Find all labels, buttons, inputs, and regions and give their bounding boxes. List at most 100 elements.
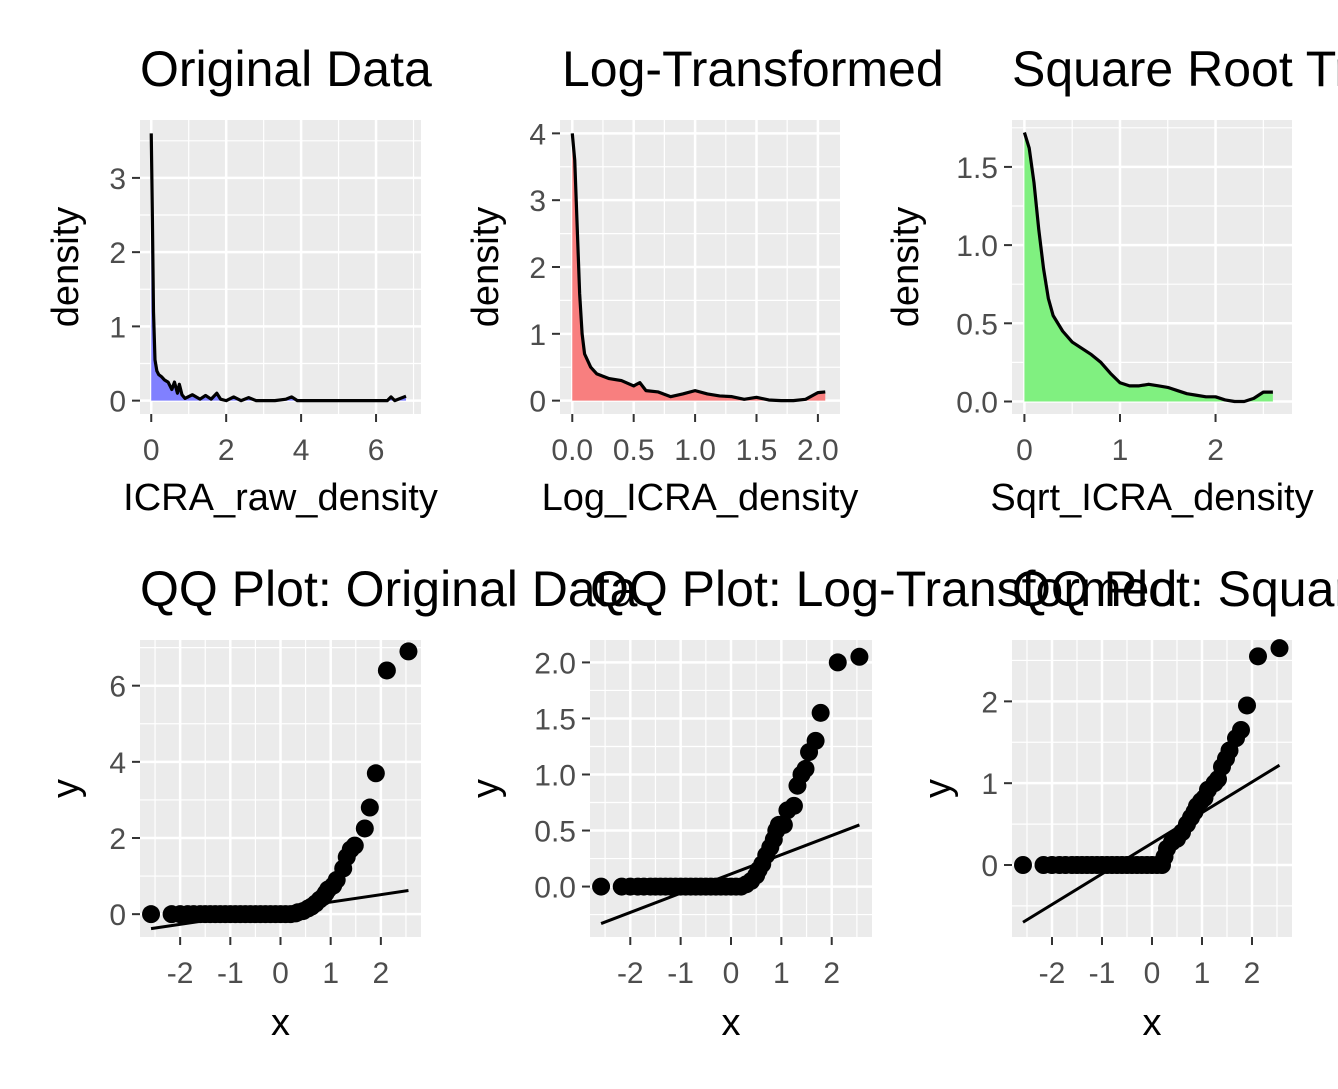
x-tick-label: 0.5	[613, 434, 655, 467]
x-tick-label: 2.0	[797, 434, 839, 467]
qq-point	[1249, 647, 1267, 666]
qq-point	[592, 877, 611, 896]
x-tick-label: 2	[1207, 434, 1224, 467]
qq-point	[774, 815, 793, 834]
panel-title: Original Data	[140, 41, 432, 97]
x-tick-label: 2	[218, 434, 235, 467]
qq-point	[1238, 696, 1256, 715]
qq-point	[1270, 639, 1289, 658]
y-tick-label: 0	[529, 386, 546, 419]
y-tick-label: 6	[109, 671, 126, 704]
x-tick-label: -1	[1089, 957, 1116, 990]
x-tick-label: 1	[322, 957, 339, 990]
qq-point	[142, 905, 161, 924]
density-line	[1022, 132, 1273, 404]
x-tick-label: 0.0	[551, 434, 593, 467]
x-tick-label: -1	[217, 957, 244, 990]
x-tick-label: 2	[1244, 957, 1261, 990]
qq-reference-line	[600, 823, 860, 925]
qq-point	[784, 796, 803, 815]
panel-original-density: 0 2 4 6 0 1 2 3 ICRA_raw_density density Original …	[45, 41, 438, 519]
qq-point	[850, 647, 869, 666]
qq-point	[377, 661, 396, 680]
panel-title: QQ Plot: Square Root Transformed	[1012, 561, 1338, 617]
y-tick-label: 0	[981, 850, 998, 883]
density-line	[570, 133, 826, 403]
y-tick-label: 0.5	[956, 308, 998, 341]
y-tick-label: 4	[529, 118, 546, 151]
y-tick-label: 0.0	[956, 386, 998, 419]
x-tick-label: 2	[373, 957, 390, 990]
qq-point	[345, 836, 364, 855]
panel-title: QQ Plot: Original Data	[140, 561, 638, 617]
y-tick-label: 1.0	[956, 230, 998, 263]
qq-point	[1014, 856, 1032, 874]
y-axis-label: y	[917, 779, 959, 798]
qq-point	[399, 642, 418, 661]
y-tick-label: 2	[109, 237, 126, 270]
y-tick-label: 4	[109, 747, 126, 780]
y-tick-label: 1.5	[534, 703, 576, 736]
density-fill	[1024, 132, 1273, 402]
x-tick-label: 1.5	[736, 434, 778, 467]
y-tick-label: 3	[109, 163, 126, 196]
qq-point	[360, 798, 379, 817]
x-tick-label: 0	[1016, 434, 1033, 467]
x-tick-label: -1	[667, 957, 694, 990]
panel-title: Square Root Transformed	[1012, 41, 1338, 97]
x-tick-label: 0	[1144, 957, 1161, 990]
panel-log-density: 0.0 0.5 1.0 1.5 2.0 0 1 2 3 4 Log_ICRA_density dens…	[465, 41, 944, 519]
y-axis-label: density	[465, 207, 507, 327]
x-tick-label: 1.0	[674, 434, 716, 467]
x-tick-label: 6	[368, 434, 385, 467]
x-tick-label: 0	[272, 957, 289, 990]
y-tick-label: 2.0	[534, 647, 576, 680]
y-axis-label: density	[45, 207, 87, 327]
y-tick-label: 1	[109, 311, 126, 344]
panel-title: QQ Plot: Log-Transformed	[590, 561, 1177, 617]
qq-point	[355, 819, 374, 838]
panel-title: Log-Transformed	[562, 41, 944, 97]
qq-point	[1232, 721, 1250, 739]
x-tick-label: 1	[1112, 434, 1129, 467]
y-tick-label: 1.5	[956, 152, 998, 185]
x-tick-label: -2	[1039, 957, 1066, 990]
y-tick-label: 0	[109, 899, 126, 932]
x-tick-label: 0	[143, 434, 160, 467]
x-tick-label: -2	[617, 957, 644, 990]
y-tick-label: 2	[109, 823, 126, 856]
y-tick-label: 0.5	[534, 816, 576, 849]
qq-point	[828, 653, 847, 672]
y-tick-label: 2	[981, 686, 998, 719]
y-axis-label: density	[885, 207, 927, 327]
x-tick-label: 1	[1194, 957, 1211, 990]
x-tick-label: 2	[823, 957, 840, 990]
panel-background	[140, 120, 421, 414]
y-tick-label: 2	[529, 252, 546, 285]
x-axis-label: Log_ICRA_density	[542, 477, 859, 519]
x-tick-label: 4	[293, 434, 310, 467]
density-line	[149, 133, 407, 403]
x-tick-label: 0	[723, 957, 740, 990]
x-axis-label: x	[1143, 1002, 1162, 1044]
y-axis-label: y	[45, 779, 87, 798]
panel-sqrt-density: 0 1 2 0.0 0.5 1.0 1.5 Sqrt_ICRA_density density S…	[885, 41, 1338, 519]
qq-point	[811, 703, 830, 722]
qq-reference-line	[1022, 763, 1281, 924]
y-axis-label: y	[465, 779, 507, 798]
x-axis-label: x	[271, 1002, 290, 1044]
x-axis-label: Sqrt_ICRA_density	[990, 477, 1313, 519]
qq-point	[796, 759, 815, 778]
y-tick-label: 1.0	[534, 759, 576, 792]
y-tick-label: 1	[529, 319, 546, 352]
x-tick-label: -2	[167, 957, 194, 990]
qq-point	[806, 731, 825, 750]
x-axis-label: x	[722, 1002, 741, 1044]
x-tick-label: 1	[773, 957, 790, 990]
x-axis-label: ICRA_raw_density	[123, 477, 438, 519]
y-tick-label: 0.0	[534, 872, 576, 905]
